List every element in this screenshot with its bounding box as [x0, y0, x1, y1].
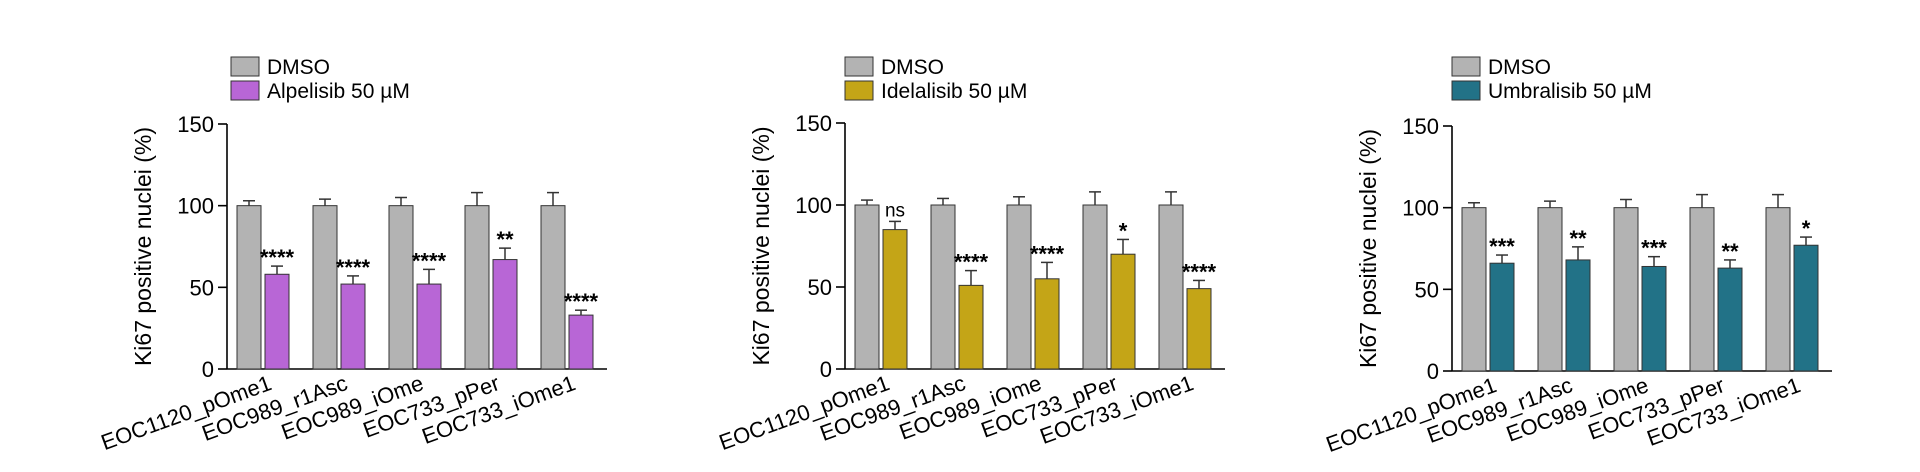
bar-treatment — [958, 284, 984, 370]
bar-treatment — [568, 314, 594, 370]
bar-treatment — [1110, 253, 1136, 370]
bar-control — [312, 205, 338, 370]
y-tick-label: 0 — [202, 357, 214, 382]
significance-label: * — [1119, 218, 1128, 243]
bar-treatment — [416, 283, 442, 370]
y-tick-label: 50 — [1415, 277, 1439, 302]
bar-control — [1006, 204, 1032, 370]
y-tick-label: 50 — [190, 275, 214, 300]
y-tick-label: 50 — [808, 275, 832, 300]
bar-control — [854, 204, 880, 370]
legend-swatch — [844, 56, 874, 77]
legend-swatch — [230, 80, 260, 101]
y-tick-label: 0 — [1427, 359, 1439, 384]
bar-treatment — [1641, 265, 1667, 372]
bar-treatment — [1717, 267, 1743, 372]
significance-label: **** — [336, 255, 371, 280]
legend-label: DMSO — [267, 56, 330, 79]
legend-label: Idelalisib 50 µM — [881, 80, 1027, 103]
legend-swatch — [230, 56, 260, 77]
y-axis-title: Ki67 positive nuclei (%) — [130, 127, 156, 366]
significance-label: **** — [564, 289, 599, 314]
bar-treatment — [1565, 259, 1591, 372]
bar-control — [1613, 207, 1639, 372]
bar-control — [1765, 207, 1791, 372]
legend-swatch — [844, 80, 874, 101]
bar-control — [1461, 207, 1487, 372]
bar-control — [1158, 204, 1184, 370]
legend-label: DMSO — [1488, 56, 1551, 79]
significance-label: *** — [1641, 236, 1667, 261]
bar-treatment — [882, 229, 908, 370]
bar-control — [388, 205, 414, 370]
y-axis-title: Ki67 positive nuclei (%) — [1355, 129, 1381, 368]
legend-label: Umbralisib 50 µM — [1488, 80, 1652, 103]
y-tick-label: 0 — [820, 357, 832, 382]
bar-treatment — [1489, 262, 1515, 372]
significance-label: ** — [1569, 226, 1587, 251]
significance-label: * — [1802, 216, 1811, 241]
bar-control — [540, 205, 566, 370]
bar-treatment — [264, 273, 290, 370]
bar-treatment — [1034, 278, 1060, 370]
significance-label: **** — [1030, 241, 1065, 266]
bar-control — [1689, 207, 1715, 372]
significance-label: **** — [412, 248, 447, 273]
legend-label: Alpelisib 50 µM — [267, 80, 410, 103]
significance-label: **** — [954, 250, 989, 275]
bar-control — [464, 205, 490, 370]
significance-label: *** — [1489, 234, 1515, 259]
significance-label: ns — [885, 200, 905, 221]
legend-label: DMSO — [881, 56, 944, 79]
significance-label: ** — [496, 227, 514, 252]
y-axis-title: Ki67 positive nuclei (%) — [748, 126, 774, 365]
significance-label: **** — [1182, 259, 1217, 284]
bar-control — [930, 204, 956, 370]
bar-control — [1537, 207, 1563, 372]
significance-label: ** — [1721, 239, 1739, 264]
bar-treatment — [492, 259, 518, 370]
y-tick-label: 150 — [1402, 114, 1439, 139]
bar-treatment — [1793, 244, 1819, 372]
legend-swatch — [1451, 56, 1481, 77]
y-tick-label: 100 — [177, 194, 214, 219]
bar-control — [1082, 204, 1108, 370]
y-tick-label: 150 — [795, 111, 832, 136]
y-tick-label: 100 — [1402, 196, 1439, 221]
y-tick-label: 100 — [795, 193, 832, 218]
bar-control — [236, 205, 262, 370]
significance-label: **** — [260, 245, 295, 270]
bar-treatment — [340, 283, 366, 370]
y-tick-label: 150 — [177, 112, 214, 137]
bar-treatment — [1186, 288, 1212, 370]
legend-swatch — [1451, 80, 1481, 101]
